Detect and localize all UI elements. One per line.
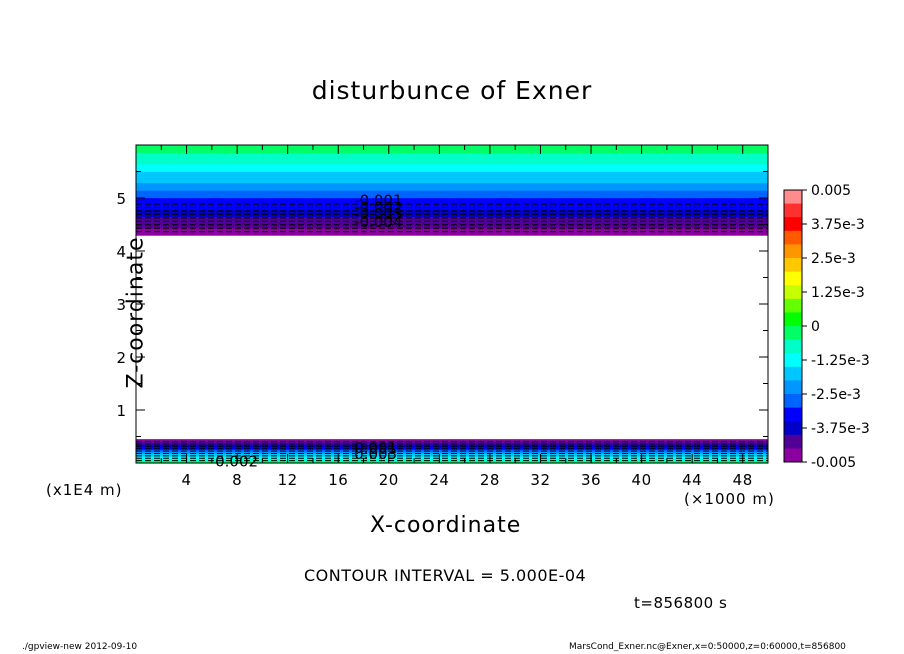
contour-band-1 bbox=[136, 452, 768, 454]
colorbar-swatch bbox=[784, 244, 802, 259]
contour-band-0 bbox=[136, 175, 768, 180]
y-tick-label: 1 bbox=[116, 402, 126, 420]
colorbar-swatch bbox=[784, 421, 802, 436]
contour-band-0 bbox=[136, 160, 768, 165]
y-tick-label: 5 bbox=[116, 190, 126, 208]
contour-value-label: 0.001 bbox=[354, 439, 397, 457]
colorbar-label: -0.005 bbox=[811, 455, 856, 471]
x-tick-label: 8 bbox=[232, 471, 242, 489]
contour-band-0 bbox=[136, 197, 768, 202]
contour-band-1 bbox=[136, 456, 768, 458]
contour-interval-text: CONTOUR INTERVAL = 5.000E-04 bbox=[304, 566, 587, 585]
colorbar-label: 2.5e-3 bbox=[811, 251, 856, 267]
contour-band-0 bbox=[136, 227, 768, 232]
x-tick-label: 36 bbox=[581, 471, 601, 489]
contour-band-0 bbox=[136, 223, 768, 229]
colorbar-swatch bbox=[784, 298, 802, 313]
x-tick-label: 32 bbox=[530, 471, 550, 489]
contour-band-1 bbox=[136, 439, 768, 441]
x-tick-label: 12 bbox=[278, 471, 298, 489]
contour-band-0 bbox=[136, 145, 768, 150]
contour-band-1 bbox=[136, 440, 768, 442]
x-tick-label: 24 bbox=[429, 471, 449, 489]
contour-value-label: 0.002 bbox=[215, 452, 258, 470]
y-tick-label: 3 bbox=[116, 296, 126, 314]
x-axis-unit: (×1000 m) bbox=[684, 490, 775, 508]
contour-band-0 bbox=[136, 182, 768, 187]
colorbar-label: -2.5e-3 bbox=[811, 387, 861, 403]
contour-band-0 bbox=[136, 190, 768, 195]
contour-band-1 bbox=[136, 446, 768, 448]
x-tick-label: 48 bbox=[733, 471, 753, 489]
y-axis-unit: (x1E4 m) bbox=[46, 481, 123, 499]
colorbar-swatch bbox=[784, 312, 802, 327]
contour-value-label: -0.003 bbox=[354, 205, 402, 223]
colorbar-label: 3.75e-3 bbox=[811, 217, 865, 233]
contour-band-0 bbox=[136, 201, 768, 206]
colorbar-swatch bbox=[784, 394, 802, 408]
footer-program-date: ./gpview-new 2012-09-10 bbox=[22, 642, 138, 652]
x-axis-label: X-coordinate bbox=[370, 513, 522, 538]
colorbar-label: 0.005 bbox=[811, 183, 851, 199]
x-tick-label: 40 bbox=[632, 471, 652, 489]
contour-band-1 bbox=[136, 459, 768, 461]
chart-title: disturbunce of Exner bbox=[311, 76, 593, 105]
contour-band-1 bbox=[136, 454, 768, 456]
colorbar-swatch bbox=[784, 190, 802, 204]
colorbar-swatch bbox=[784, 339, 802, 354]
colorbar-label: 0 bbox=[811, 319, 820, 335]
contour-band-0 bbox=[136, 231, 768, 236]
colorbar-swatch bbox=[784, 366, 802, 381]
colorbar-swatch bbox=[784, 203, 802, 218]
contour-band-0 bbox=[136, 216, 768, 221]
contour-band-0 bbox=[136, 148, 768, 154]
contour-band-0 bbox=[136, 156, 768, 161]
contour-band-1 bbox=[136, 442, 768, 444]
colorbar-swatch bbox=[784, 326, 802, 340]
y-tick-label: 4 bbox=[116, 243, 126, 261]
colorbar-swatch bbox=[784, 434, 802, 449]
colorbar-swatch bbox=[784, 230, 802, 245]
x-tick-label: 44 bbox=[682, 471, 702, 489]
contour-band-1 bbox=[136, 451, 768, 453]
colorbar-swatch bbox=[784, 258, 802, 272]
x-tick-label: 20 bbox=[379, 471, 399, 489]
footer-data-source: MarsCond_Exner.nc@Exner,x=0:50000,z=0:60… bbox=[569, 642, 846, 652]
contour-band-1 bbox=[136, 461, 768, 463]
contour-value-label: -0.001 bbox=[354, 192, 402, 210]
y-tick-label: 2 bbox=[116, 349, 126, 367]
colorbar-label: 1.25e-3 bbox=[811, 285, 865, 301]
contour-band-1 bbox=[136, 449, 768, 451]
colorbar-swatch bbox=[784, 448, 802, 463]
time-label: t=856800 s bbox=[634, 594, 728, 612]
colorbar-label: -3.75e-3 bbox=[811, 421, 870, 437]
y-axis-label: Z-coordinate bbox=[123, 236, 149, 389]
contour-band-0 bbox=[136, 171, 768, 176]
colorbar-swatch bbox=[784, 353, 802, 368]
contour-band-0 bbox=[136, 186, 768, 191]
colorbar-swatch bbox=[784, 380, 802, 395]
contour-band-0 bbox=[136, 178, 768, 184]
x-tick-label: 28 bbox=[480, 471, 500, 489]
colorbar-swatch bbox=[784, 217, 802, 232]
contour-band-0 bbox=[136, 167, 768, 172]
colorbar-swatch bbox=[784, 407, 802, 422]
contour-band-1 bbox=[136, 458, 768, 460]
contour-band-0 bbox=[136, 163, 768, 169]
contour-value-label: -0.004 bbox=[354, 213, 402, 231]
contour-band-0 bbox=[136, 220, 768, 225]
x-tick-label: 16 bbox=[328, 471, 348, 489]
contour-band-1 bbox=[136, 447, 768, 449]
contour-band-1 bbox=[136, 444, 768, 446]
contour-value-label: -0.002 bbox=[354, 199, 402, 217]
contour-value-label: 0.003 bbox=[354, 445, 397, 463]
colorbar-label: -1.25e-3 bbox=[811, 353, 870, 369]
x-tick-label: 4 bbox=[182, 471, 192, 489]
contour-band-0 bbox=[136, 152, 768, 157]
contour-band-0 bbox=[136, 193, 768, 199]
colorbar-swatch bbox=[784, 285, 802, 300]
colorbar-swatch bbox=[784, 271, 802, 286]
